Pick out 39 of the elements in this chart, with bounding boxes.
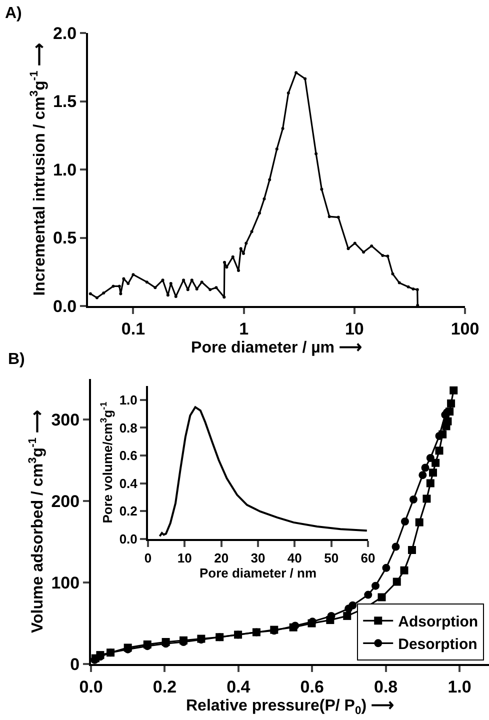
y-tick-label: 200	[51, 492, 80, 512]
y-tick-label: 0	[70, 654, 80, 674]
x-tick-label: 0.6	[300, 677, 324, 696]
x-tick-label: 100	[450, 319, 480, 338]
x-tick-label: 0.1	[121, 319, 146, 338]
legend-label: Adsorption	[398, 614, 478, 630]
y-tick-label: 1.0	[119, 392, 138, 408]
x-tick-label: 0.8	[374, 677, 398, 696]
x-tick-label: 50	[324, 550, 339, 566]
chart-title: A)	[5, 5, 22, 22]
x-axis-title: Relative pressure(P/ P$_{0}$) ⟶	[186, 698, 394, 717]
x-tick-label: 1.0	[448, 677, 472, 696]
y-tick-label: 0.2	[119, 504, 138, 519]
x-axis-title: Pore diameter / µm ⟶	[191, 340, 362, 357]
y-tick-label: 0.0	[52, 296, 77, 316]
x-tick-label: 0.4	[226, 677, 251, 696]
y-tick-label: 2.0	[52, 24, 77, 43]
y-tick-label: 0.6	[119, 448, 138, 464]
x-tick-label: 10	[177, 550, 192, 566]
x-axis-title: Pore diameter / nm	[199, 566, 317, 581]
x-tick-label: 20	[214, 550, 229, 566]
y-tick-label: 1.0	[52, 160, 77, 180]
x-tick-label: 1	[239, 319, 249, 338]
x-tick-label: 60	[360, 550, 376, 566]
legend-label: Desorption	[398, 636, 478, 653]
chart-title: B)	[8, 351, 25, 368]
x-tick-label: 0	[144, 550, 152, 566]
y-tick-label: 100	[51, 574, 80, 593]
y-tick-label: 0.0	[119, 532, 138, 547]
y-tick-label: 0.8	[119, 420, 138, 436]
x-tick-label: 30	[250, 550, 266, 566]
x-tick-label: 0.2	[152, 677, 177, 696]
x-tick-label: 0.0	[79, 677, 103, 696]
y-tick-label: 300	[51, 410, 80, 430]
x-tick-label: 40	[287, 550, 302, 566]
y-tick-label: 0.4	[119, 476, 138, 491]
y-tick-label: 1.5	[52, 92, 77, 112]
y-tick-label: 0.5	[52, 228, 77, 248]
x-tick-label: 10	[344, 319, 364, 338]
